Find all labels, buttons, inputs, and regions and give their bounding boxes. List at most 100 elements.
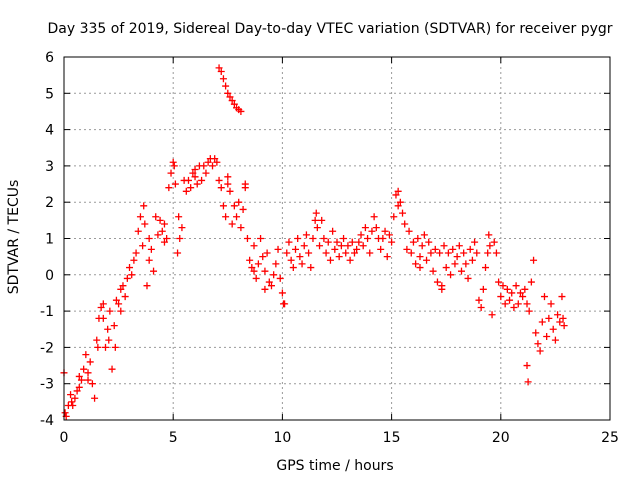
- data-point: [444, 249, 452, 257]
- data-point: [300, 242, 308, 250]
- data-point: [160, 220, 168, 228]
- data-point: [77, 376, 85, 384]
- y-axis-label: SDTVAR / TECUs: [6, 180, 22, 295]
- data-point: [145, 256, 153, 264]
- data-point: [285, 238, 293, 246]
- data-point: [313, 224, 321, 232]
- data-point: [134, 227, 142, 235]
- data-point: [254, 260, 262, 268]
- data-point: [82, 351, 90, 359]
- data-point: [112, 296, 120, 304]
- data-point: [322, 249, 330, 257]
- data-point: [337, 242, 345, 250]
- data-point: [106, 307, 114, 315]
- y-tick-label: 1: [45, 232, 54, 248]
- data-point: [184, 176, 192, 184]
- data-point: [549, 325, 557, 333]
- data-point: [191, 173, 199, 181]
- data-point: [409, 238, 417, 246]
- data-point: [543, 333, 551, 341]
- data-point: [524, 378, 532, 386]
- data-point: [187, 184, 195, 192]
- data-point: [224, 89, 232, 97]
- data-point: [523, 362, 531, 370]
- data-point: [94, 343, 102, 351]
- data-point: [333, 238, 341, 246]
- data-point: [228, 220, 236, 228]
- data-point: [457, 267, 465, 275]
- y-tick-label: 6: [45, 50, 54, 66]
- data-point: [75, 383, 83, 391]
- data-point: [68, 398, 76, 406]
- data-point: [80, 365, 88, 373]
- data-point: [136, 213, 144, 221]
- data-points: [60, 64, 568, 420]
- data-point: [396, 198, 404, 206]
- data-point: [276, 274, 284, 282]
- data-point: [516, 289, 524, 297]
- data-point: [99, 314, 107, 322]
- data-point: [521, 285, 529, 293]
- data-point: [536, 347, 544, 355]
- data-point: [104, 325, 112, 333]
- data-point: [326, 256, 334, 264]
- data-point: [377, 245, 385, 253]
- y-tick-label: 0: [45, 268, 54, 284]
- data-point: [111, 343, 119, 351]
- data-point: [167, 169, 175, 177]
- data-point: [209, 162, 217, 170]
- data-point: [243, 235, 251, 242]
- axis-ticks: 0 5 10 15 20 25 -4 -3 -2 -1 0 1 2 3 4 5 6: [40, 50, 619, 446]
- data-point: [383, 253, 391, 261]
- data-point: [84, 369, 92, 377]
- data-point: [477, 303, 485, 311]
- data-point: [485, 231, 493, 239]
- data-point: [447, 271, 455, 279]
- data-point: [222, 82, 230, 90]
- data-point: [121, 293, 129, 301]
- data-point: [289, 264, 297, 272]
- data-point: [117, 285, 125, 293]
- data-point: [482, 264, 490, 272]
- data-point: [224, 180, 232, 188]
- data-point: [475, 296, 483, 304]
- data-point: [178, 224, 186, 232]
- data-point: [145, 235, 153, 242]
- data-point: [263, 249, 271, 257]
- data-point: [182, 187, 190, 195]
- data-point: [532, 329, 540, 337]
- data-point: [237, 107, 245, 115]
- data-point: [551, 336, 559, 344]
- data-point: [361, 224, 369, 232]
- data-point: [514, 300, 522, 308]
- data-point: [132, 249, 140, 257]
- data-point: [506, 296, 514, 304]
- y-tick-label: 5: [45, 86, 54, 102]
- data-point: [302, 231, 310, 239]
- data-point: [523, 300, 531, 308]
- data-point: [226, 93, 234, 101]
- data-point: [176, 235, 184, 242]
- data-point: [259, 253, 267, 261]
- data-point: [222, 213, 230, 221]
- data-point: [202, 169, 210, 177]
- data-point: [110, 322, 118, 330]
- data-point: [353, 245, 361, 253]
- data-point: [130, 256, 138, 264]
- data-point: [320, 235, 328, 242]
- data-point: [165, 184, 173, 192]
- data-point: [272, 260, 280, 268]
- data-point: [213, 158, 221, 166]
- data-point: [455, 242, 463, 250]
- data-point: [75, 372, 83, 380]
- data-point: [359, 242, 367, 250]
- data-point: [143, 282, 151, 290]
- data-point: [416, 264, 424, 272]
- data-point: [427, 249, 435, 257]
- grid: [64, 57, 610, 420]
- data-point: [525, 307, 533, 315]
- data-point: [265, 278, 273, 286]
- data-point: [366, 249, 374, 257]
- data-point: [71, 394, 79, 402]
- data-point: [554, 311, 562, 319]
